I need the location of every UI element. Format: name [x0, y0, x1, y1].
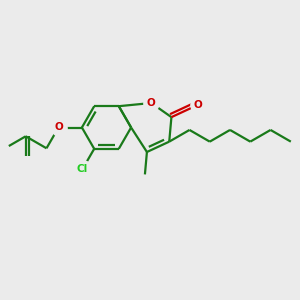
Text: O: O	[194, 100, 203, 110]
Text: O: O	[54, 122, 63, 133]
Text: O: O	[147, 98, 156, 108]
Text: Cl: Cl	[77, 164, 88, 174]
